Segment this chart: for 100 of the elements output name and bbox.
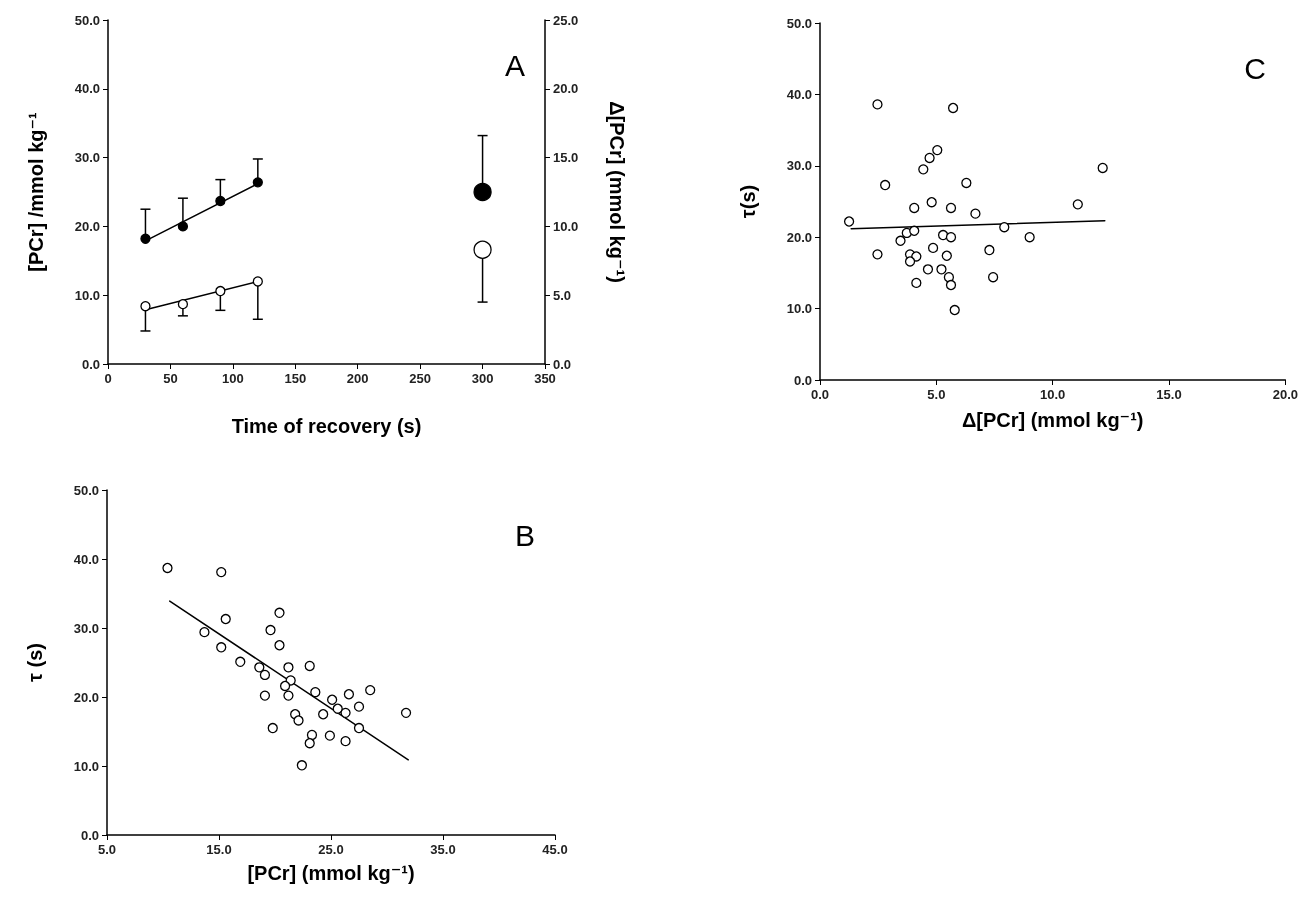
point (216, 642, 227, 653)
point (259, 690, 271, 701)
point (296, 760, 308, 771)
y2-tick-label: 20.0 (553, 81, 579, 97)
point (1072, 199, 1083, 210)
y-tick-label: 50.0 (786, 15, 812, 31)
y2-tick-label: 15.0 (553, 150, 579, 166)
y-tick-label: 20.0 (74, 218, 100, 234)
point (911, 277, 922, 289)
y-tick-label: 20.0 (786, 229, 812, 245)
y-tick-label: 10.0 (74, 287, 100, 303)
y-tick-label: 0.0 (81, 356, 100, 372)
point (365, 684, 376, 696)
point (216, 566, 227, 578)
point (353, 701, 365, 712)
y-tick-label: 30.0 (786, 158, 812, 174)
y-tick-label: 40.0 (73, 551, 99, 567)
x-tick-label: 5.0 (927, 387, 946, 402)
y-tick-label: 30.0 (74, 150, 100, 166)
x-tick-label: 15.0 (206, 842, 232, 857)
x-tick-label: 0.0 (810, 387, 830, 402)
x-tick-label: 0 (104, 371, 112, 386)
point (252, 177, 263, 188)
x-tick-label: 100 (222, 371, 244, 386)
y-tick-label: 20.0 (73, 689, 99, 705)
point (1024, 232, 1035, 243)
x-tick-label: 35.0 (430, 842, 456, 857)
point (304, 660, 315, 672)
y-tick-label: 30.0 (73, 620, 99, 636)
point (926, 197, 937, 208)
point (949, 304, 960, 316)
point (904, 256, 916, 267)
point (254, 662, 265, 673)
point (945, 202, 957, 214)
x-tick-label: 200 (346, 371, 369, 386)
point (324, 730, 336, 741)
y-tick-label: 50.0 (73, 482, 99, 498)
annotation: C (1244, 51, 1267, 85)
x-axis-title: Δ[PCr] (mmol kg⁻¹) (961, 409, 1144, 431)
y-tick-label: 40.0 (74, 81, 100, 97)
x-tick-label: 25.0 (318, 842, 344, 857)
point (215, 195, 226, 207)
x-tick-label: 50 (163, 371, 178, 386)
y-tick-label: 0.0 (80, 827, 99, 843)
point (1097, 162, 1108, 174)
point (279, 680, 291, 692)
point (999, 222, 1010, 233)
x-tick-label: 20.0 (1272, 387, 1299, 402)
x-axis-title: Time of recovery (s) (231, 415, 422, 437)
y2-axis-title: Δ[PCr] (mmol kg⁻¹) (606, 101, 628, 283)
x-tick-label: 45.0 (542, 842, 568, 857)
x-tick-label: 300 (471, 371, 494, 386)
y2-tick-label: 25.0 (553, 12, 579, 28)
x-tick-label: 350 (534, 371, 556, 386)
point (318, 709, 329, 720)
y-tick-label: 10.0 (786, 301, 812, 317)
point (872, 249, 883, 260)
point (924, 152, 935, 164)
point (943, 272, 955, 283)
x-tick-label: 5.0 (97, 842, 117, 857)
point (259, 669, 271, 681)
point (310, 687, 321, 698)
y2-tick-label: 5.0 (553, 287, 572, 303)
point (961, 177, 972, 189)
point (987, 272, 999, 283)
point (945, 232, 957, 243)
annotation: A (504, 48, 526, 82)
point (970, 208, 981, 219)
annotation: B (514, 518, 536, 552)
y-tick-label: 10.0 (73, 758, 99, 774)
point (947, 102, 959, 114)
point (177, 299, 189, 310)
y-axis-title: [PCr] /mmol kg⁻¹ (25, 111, 47, 272)
point (283, 662, 294, 673)
x-tick-label: 15.0 (1156, 387, 1182, 402)
point (945, 279, 957, 291)
point (326, 694, 338, 705)
point (880, 179, 891, 191)
point (215, 285, 226, 297)
point (274, 607, 285, 618)
point (909, 202, 920, 214)
point (304, 738, 315, 749)
point (927, 242, 939, 254)
point (343, 689, 355, 700)
point (941, 250, 952, 261)
x-tick-label: 10.0 (1040, 387, 1066, 402)
point (306, 729, 318, 741)
point (918, 164, 929, 175)
point (932, 144, 943, 156)
point (199, 626, 210, 638)
point (140, 233, 151, 244)
point (353, 722, 365, 734)
point (922, 264, 934, 275)
y-axis-title: τ(s) (737, 184, 759, 219)
point (984, 244, 995, 256)
point (252, 276, 263, 287)
point (843, 216, 855, 227)
y-tick-label: 40.0 (786, 86, 812, 102)
point (332, 703, 343, 714)
x-tick-label: 250 (409, 371, 431, 386)
